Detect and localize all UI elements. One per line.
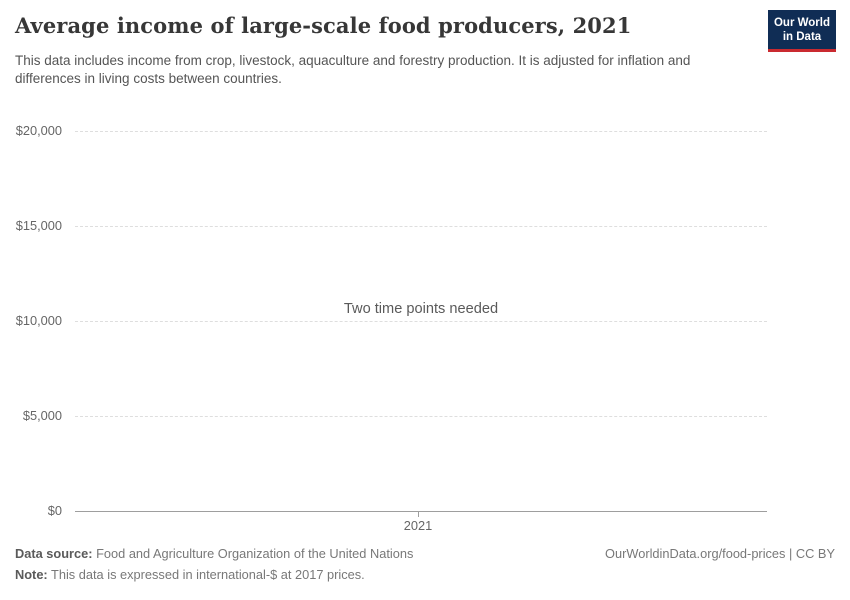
chart-subtitle: This data includes income from crop, liv…	[15, 53, 691, 86]
note-label: Note:	[15, 567, 48, 583]
x-axis-tick-label: 2021	[403, 518, 433, 533]
empty-state-message: Two time points needed	[343, 301, 499, 317]
data-source-label: Data source:	[15, 546, 93, 561]
footer-notes: Data source: Food and Agriculture Organi…	[15, 543, 413, 585]
owid-link[interactable]: OurWorldinData.org/food-prices | CC BY	[605, 546, 835, 561]
owid-logo-line1: Our World	[773, 17, 830, 30]
y-gridline	[75, 131, 767, 132]
owid-logo[interactable]: Our World in Data	[768, 10, 836, 52]
y-gridline	[75, 226, 767, 227]
y-axis-tick-label: $5,000	[22, 408, 62, 423]
data-source-value: Food and Agriculture Organization of the…	[96, 546, 414, 561]
x-axis-line	[75, 511, 767, 512]
x-axis-tick	[418, 511, 419, 517]
y-axis-tick-label: $0	[47, 503, 62, 518]
note-value: This data is expressed in international-…	[51, 567, 365, 583]
y-gridline	[75, 321, 767, 322]
owid-logo-line2: in Data	[782, 31, 822, 43]
y-axis-tick-label: $10,000	[15, 313, 62, 328]
note-line: Note: This data is expressed in internat…	[15, 564, 413, 585]
y-axis-tick-label: $15,000	[15, 218, 62, 233]
y-axis-tick-label: $20,000	[15, 123, 62, 138]
chart-title: Average income of large-scale food produ…	[15, 13, 632, 38]
y-gridline	[75, 416, 767, 417]
data-source-line: Data source: Food and Agriculture Organi…	[15, 543, 413, 564]
